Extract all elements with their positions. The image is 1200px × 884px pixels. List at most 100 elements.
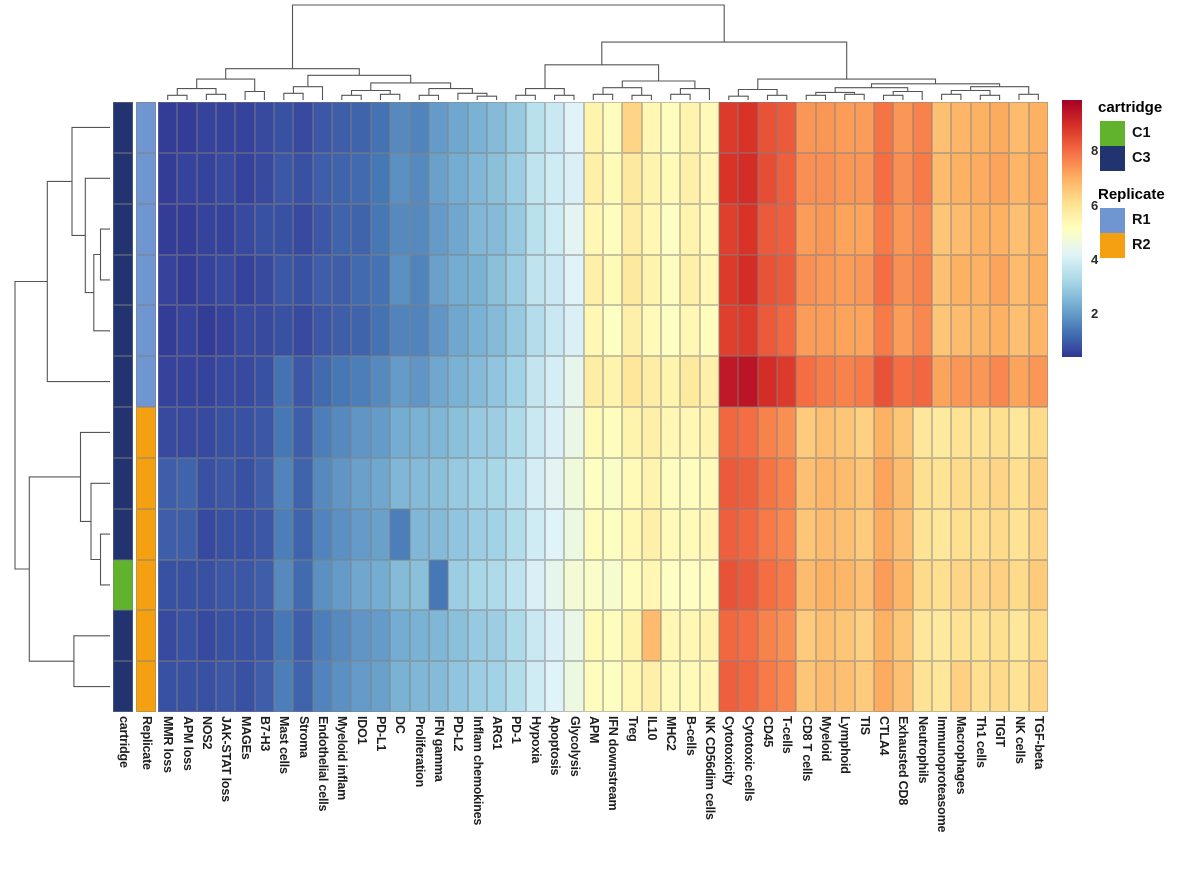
- heatmap-cell: [603, 560, 622, 610]
- heatmap-cell: [893, 610, 913, 661]
- heatmap-cell: [390, 458, 410, 509]
- heatmap-cell: [371, 610, 390, 661]
- heatmap-cell: [255, 102, 274, 153]
- column-label: Inflam chemokines: [470, 716, 485, 826]
- heatmap-cell: [835, 458, 855, 509]
- heatmap-cell: [719, 204, 738, 255]
- heatmap-cell: [893, 204, 913, 255]
- column-label: Treg: [625, 716, 640, 742]
- colorbar-tick-label: 4: [1091, 252, 1099, 267]
- heatmap-cell: [468, 560, 487, 610]
- heatmap-cell: [468, 407, 487, 458]
- column-label: B-cells: [683, 716, 698, 756]
- heatmap-cell: [274, 560, 293, 610]
- heatmap-cell: [990, 153, 1009, 204]
- heatmap-cell: [545, 610, 564, 661]
- heatmap-cell: [603, 407, 622, 458]
- heatmap-cell: [255, 509, 274, 560]
- heatmap-cell: [468, 661, 487, 712]
- heatmap-cell: [700, 255, 719, 305]
- heatmap-cell: [719, 560, 738, 610]
- heatmap-cell: [429, 560, 448, 610]
- heatmap-cell: [371, 305, 390, 356]
- heatmap-cell: [429, 509, 448, 560]
- heatmap-cell: [642, 255, 661, 305]
- heatmap-cell: [738, 356, 758, 407]
- heatmap-cell: [893, 661, 913, 712]
- heatmap-cell: [796, 102, 816, 153]
- heatmap-cell: [1009, 356, 1029, 407]
- heatmap-cell: [177, 509, 197, 560]
- heatmap-cell: [1009, 305, 1029, 356]
- heatmap-cell: [255, 153, 274, 204]
- heatmap-cell: [274, 610, 293, 661]
- annotation-cell-replicate-R1: [136, 102, 156, 153]
- heatmap-cell: [874, 560, 893, 610]
- heatmap-cell: [603, 610, 622, 661]
- heatmap-cell: [410, 458, 429, 509]
- heatmap-cell: [971, 407, 990, 458]
- heatmap-cell: [700, 305, 719, 356]
- heatmap-cell: [622, 560, 642, 610]
- heatmap-cell: [951, 356, 971, 407]
- heatmap-cell: [216, 610, 235, 661]
- heatmap-cell: [796, 661, 816, 712]
- heatmap-cell: [777, 102, 796, 153]
- heatmap-cell: [371, 661, 390, 712]
- heatmap-cell: [235, 509, 255, 560]
- heatmap-cell: [622, 204, 642, 255]
- heatmap-cell: [410, 153, 429, 204]
- heatmap-cell: [951, 153, 971, 204]
- heatmap-cell: [990, 509, 1009, 560]
- heatmap-cell: [913, 610, 932, 661]
- heatmap-cell: [603, 356, 622, 407]
- heatmap-cell: [177, 153, 197, 204]
- heatmap-cell: [448, 153, 468, 204]
- heatmap-cell: [235, 305, 255, 356]
- heatmap-cell: [448, 305, 468, 356]
- heatmap-cell: [951, 560, 971, 610]
- heatmap-cell: [680, 255, 700, 305]
- heatmap-cell: [274, 204, 293, 255]
- heatmap-cell: [874, 610, 893, 661]
- heatmap-cell: [429, 153, 448, 204]
- heatmap-cell: [197, 661, 216, 712]
- annotation-cell-replicate-R1: [136, 305, 156, 356]
- heatmap-cell: [177, 610, 197, 661]
- heatmap-cell: [777, 153, 796, 204]
- heatmap-cell: [235, 153, 255, 204]
- heatmap-cell: [526, 610, 545, 661]
- heatmap-cell: [855, 661, 874, 712]
- heatmap-cell: [255, 204, 274, 255]
- heatmap-cell: [177, 458, 197, 509]
- heatmap-cell: [855, 509, 874, 560]
- heatmap-cell: [680, 153, 700, 204]
- legend-label-c1: C1: [1132, 125, 1151, 141]
- annotation-cell-cartridge-C3: [113, 204, 133, 255]
- heatmap-cell: [390, 610, 410, 661]
- heatmap-cell: [468, 204, 487, 255]
- heatmap-cell: [951, 610, 971, 661]
- heatmap-cell: [990, 102, 1009, 153]
- heatmap-cell: [332, 610, 351, 661]
- heatmap-cell: [429, 661, 448, 712]
- heatmap-cell: [971, 509, 990, 560]
- heatmap-cell: [738, 458, 758, 509]
- heatmap-cell: [680, 356, 700, 407]
- heatmap-cell: [158, 102, 177, 153]
- heatmap-cell: [719, 407, 738, 458]
- heatmap-cell: [893, 458, 913, 509]
- heatmap-cell: [197, 153, 216, 204]
- heatmap-cell: [487, 153, 506, 204]
- heatmap-cell: [971, 356, 990, 407]
- heatmap-cell: [564, 661, 584, 712]
- column-label: MMR loss: [161, 716, 176, 773]
- heatmap-cell: [487, 255, 506, 305]
- heatmap-cell: [913, 509, 932, 560]
- heatmap-cell: [506, 255, 526, 305]
- heatmap-cell: [835, 255, 855, 305]
- heatmap-cell: [700, 560, 719, 610]
- heatmap-cell: [545, 305, 564, 356]
- heatmap-cell: [971, 560, 990, 610]
- heatmap-cell: [526, 305, 545, 356]
